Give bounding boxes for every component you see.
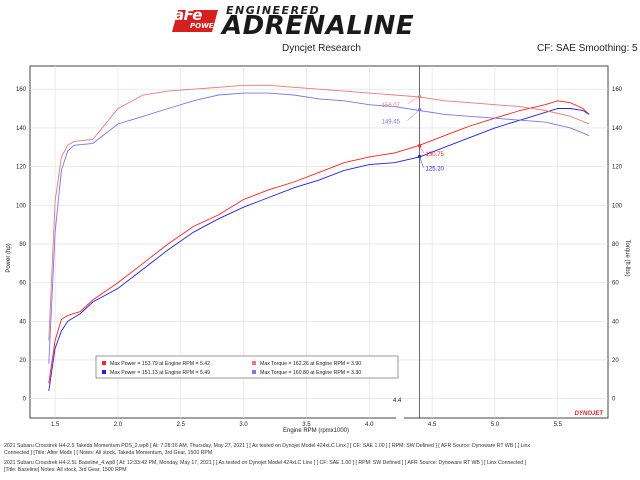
dynojet-watermark: DYNOJET — [575, 411, 605, 417]
legend-swatch — [102, 361, 106, 365]
afe-logo-text: aFe — [174, 6, 202, 24]
x-tick-label: 1.5 — [51, 422, 60, 428]
brand-tagline-top: ENGINEERED — [226, 4, 321, 17]
y-tick-label-left: 60 — [19, 281, 26, 287]
brand-banner: aFe POWER ENGINEERED ADRENALINE — [0, 0, 640, 42]
y-tick-label-right: 120 — [612, 165, 623, 171]
y-tick-label-left: 120 — [16, 165, 27, 171]
y-tick-label-left: 140 — [16, 126, 27, 132]
cursor-value-labels: 156.07 149.45 130.75 125.20 — [382, 95, 445, 173]
cursor-leader — [407, 109, 420, 121]
legend-swatch — [252, 361, 256, 365]
cursor-leader — [419, 145, 424, 153]
cursor-value-label: 156.07 — [382, 103, 401, 109]
footer-run2-line1: 2021 Subaru Crosstrek H4-2.5L Baseline_4… — [4, 460, 526, 466]
x-tick-label: 3.5 — [302, 422, 311, 428]
legend-swatch — [102, 370, 106, 374]
legend: Max Power = 153.79 at Engine RPM = 5.42 M… — [102, 361, 361, 376]
y-tick-labels: 0 0 20 20 40 40 60 60 80 80 100 100 120 120 140 140 160 1… — [16, 87, 623, 402]
y-tick-label-right: 60 — [612, 281, 619, 287]
legend-box — [95, 355, 399, 379]
cursor-value-label: 130.75 — [426, 152, 445, 158]
afe-logo-icon — [172, 10, 218, 32]
footer-run2-line2: [Title: Baseline] Notes: All stock, 3rd … — [4, 467, 127, 473]
legend-entry: Max Torque = 160.80 at Engine RPM = 3.30 — [260, 370, 361, 376]
y-tick-label-right: 100 — [612, 203, 623, 209]
y-tick-label-right: 0 — [612, 397, 616, 403]
x-tick-label: 2.0 — [114, 422, 123, 428]
x-tick-label: 4.5 — [428, 422, 437, 428]
y-tick-label-left: 160 — [16, 87, 27, 93]
correction-label: CF: SAE Smoothing: 5 — [537, 43, 638, 54]
footer-run1-line2: Connected ] [Title: After Mods ] [ Notes… — [4, 450, 213, 456]
cursor-rpm-readout: 4.4 — [393, 398, 402, 404]
cursor-leader — [407, 96, 420, 105]
x-tick-label: 5.5 — [554, 422, 563, 428]
cursor-readout-box — [396, 413, 404, 419]
y-axis-label-right: Torque (ft-lbs) — [624, 239, 630, 276]
y-tick-label-right: 20 — [612, 358, 619, 364]
y-tick-label-right: 40 — [612, 319, 619, 325]
y-tick-label-left: 0 — [23, 397, 27, 403]
dyno-source-label: Dyncjet Research — [282, 43, 361, 54]
cursor-leader — [419, 156, 424, 168]
y-axis-label-left: Power (hp) — [6, 243, 12, 272]
dyno-chart: 0 0 20 20 40 40 60 60 80 80 100 100 120 120 140 140 160 1… — [6, 65, 630, 434]
y-tick-label-left: 40 — [19, 319, 26, 325]
cursor-marker — [417, 144, 422, 148]
y-tick-label-left: 80 — [19, 242, 26, 248]
y-tick-label-right: 80 — [612, 242, 619, 248]
cursor-value-label: 125.20 — [426, 167, 445, 173]
x-tick-label: 5.0 — [491, 422, 500, 428]
brand-tagline-main: ADRENALINE — [222, 11, 415, 41]
series-lines — [48, 84, 590, 391]
x-tick-label: 2.5 — [177, 422, 186, 428]
x-tick-label: 4.0 — [365, 422, 374, 428]
cursor-value-label: 149.45 — [382, 120, 401, 126]
afe-logo-subtext: POWER — [190, 22, 219, 30]
series-line — [48, 84, 590, 341]
legend-swatch — [252, 370, 256, 374]
series-line — [48, 108, 590, 391]
x-axis-label: Engine RPM (rpmx1000) — [283, 428, 349, 434]
legend-entry: Max Power = 151.13 at Engine RPM = 5.49 — [110, 370, 210, 376]
y-tick-label-left: 100 — [16, 203, 27, 209]
y-tick-label-left: 20 — [19, 358, 26, 364]
x-tick-labels: 1.5 2.0 2.5 3.0 3.5 4.0 4.5 5.0 5.5 — [51, 422, 563, 428]
legend-entry: Max Power = 153.79 at Engine RPM = 5.42 — [110, 361, 210, 367]
series-line — [48, 92, 590, 364]
x-tick-label: 3.0 — [239, 422, 248, 428]
footer-run1-line1: 2021 Subaru Crosstrek H4-2.5 Takeda Mome… — [4, 443, 531, 449]
series-line — [48, 100, 590, 384]
y-tick-label-right: 160 — [612, 87, 623, 93]
y-tick-label-right: 140 — [612, 126, 623, 132]
legend-entry: Max Torque = 162.26 at Engine RPM = 3.90 — [260, 361, 361, 367]
